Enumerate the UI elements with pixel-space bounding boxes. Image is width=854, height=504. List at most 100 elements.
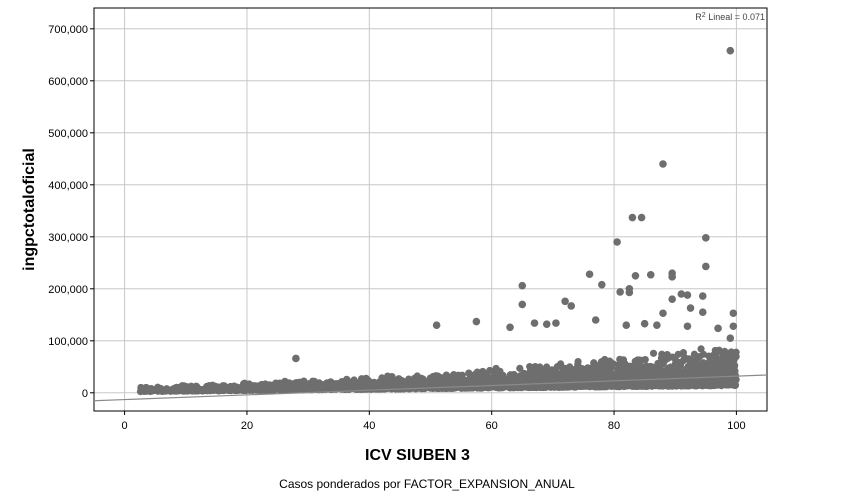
data-point	[608, 382, 616, 390]
data-point	[631, 272, 640, 280]
data-point	[169, 385, 177, 394]
data-points	[136, 46, 740, 396]
y-tick-label: 500,000	[48, 128, 88, 140]
data-point	[201, 385, 209, 394]
data-point	[600, 381, 608, 389]
y-tick-label: 700,000	[48, 24, 88, 36]
data-point	[359, 385, 367, 393]
data-point	[592, 366, 600, 374]
data-point	[668, 353, 677, 361]
data-point	[654, 359, 662, 368]
data-point	[698, 292, 707, 300]
data-point	[640, 371, 649, 379]
x-tick-label: 0	[122, 420, 128, 432]
data-point	[613, 238, 621, 246]
data-point	[690, 350, 699, 358]
data-point	[157, 387, 166, 395]
data-point	[210, 385, 219, 393]
data-point	[552, 376, 560, 384]
data-point	[480, 370, 489, 378]
data-point	[499, 371, 507, 380]
data-point	[219, 382, 227, 390]
data-point	[616, 372, 625, 381]
fit-line	[93, 374, 768, 402]
x-tick-label: 100	[727, 420, 745, 432]
data-point	[674, 359, 682, 367]
data-point	[516, 364, 524, 372]
data-point	[561, 364, 569, 372]
data-point	[635, 377, 643, 386]
data-point	[726, 46, 735, 55]
data-point	[470, 383, 479, 391]
data-point	[472, 317, 481, 326]
data-point	[434, 372, 442, 380]
data-point	[640, 319, 649, 328]
data-point	[516, 372, 525, 380]
y-tick-label: 0	[82, 388, 88, 400]
data-point	[587, 374, 595, 382]
data-point	[697, 345, 705, 353]
data-point	[683, 291, 692, 299]
data-point	[533, 380, 541, 389]
data-point	[726, 361, 734, 369]
data-point	[719, 353, 727, 361]
data-point	[450, 371, 458, 379]
data-point	[506, 323, 514, 332]
data-point	[668, 295, 676, 304]
data-point	[662, 370, 671, 379]
data-point	[484, 381, 492, 389]
data-point	[184, 387, 192, 395]
data-point	[518, 300, 527, 309]
data-point	[229, 384, 237, 393]
data-point	[257, 381, 265, 389]
data-point	[280, 385, 289, 393]
data-point	[659, 160, 667, 168]
data-point	[628, 381, 636, 389]
data-point	[137, 383, 145, 392]
data-point	[490, 368, 498, 376]
data-point	[292, 354, 300, 363]
data-point	[729, 368, 737, 376]
data-point	[271, 381, 279, 389]
data-point	[621, 382, 629, 390]
y-axis-title: ingpctotaloficial	[21, 148, 38, 271]
data-point	[637, 213, 646, 222]
data-point	[726, 334, 735, 343]
data-point	[724, 381, 732, 389]
data-point	[599, 366, 607, 375]
data-point	[616, 288, 624, 296]
data-point	[702, 262, 710, 271]
data-point	[344, 379, 352, 388]
data-point	[330, 380, 338, 388]
x-tick-label: 40	[363, 420, 375, 432]
data-point	[729, 322, 738, 331]
x-tick-label: 20	[241, 420, 253, 432]
footnote: Casos ponderados por FACTOR_EXPANSION_AN…	[279, 477, 575, 491]
data-point	[552, 319, 560, 327]
data-point	[143, 386, 151, 394]
y-tick-label: 600,000	[48, 76, 88, 88]
data-point	[310, 381, 318, 389]
data-point	[732, 352, 740, 361]
data-point	[622, 321, 631, 330]
data-point	[713, 381, 721, 389]
data-point	[686, 357, 694, 365]
data-point	[466, 376, 475, 384]
data-point	[684, 380, 692, 388]
y-tick-label: 100,000	[48, 336, 88, 348]
data-point	[678, 371, 686, 379]
data-point	[726, 351, 734, 359]
data-point	[391, 385, 399, 393]
data-point	[245, 383, 253, 391]
data-point	[571, 369, 579, 377]
data-point	[683, 322, 692, 331]
data-point	[478, 376, 487, 385]
data-point	[547, 380, 555, 388]
axis-ticks: 0 20 40 60 80 100 0 100,000 200,000 300,000 400,00…	[48, 24, 745, 432]
data-point	[661, 356, 669, 364]
data-point	[619, 356, 628, 364]
data-point	[698, 362, 706, 370]
data-point	[652, 365, 660, 374]
data-point	[668, 369, 676, 377]
x-tick-label: 80	[608, 420, 620, 432]
